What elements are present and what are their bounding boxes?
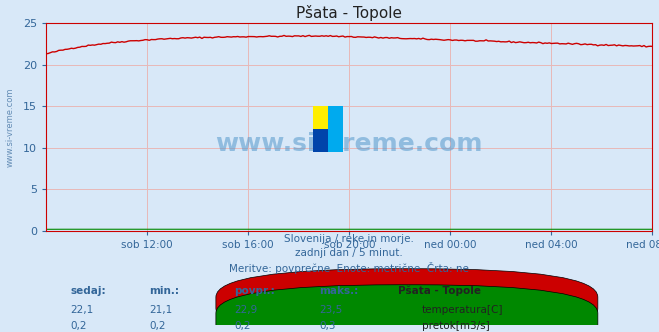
Text: min.:: min.: [149,286,179,296]
Text: 0,2: 0,2 [149,321,165,331]
Text: maks.:: maks.: [319,286,358,296]
Bar [328,106,343,152]
Bar [313,106,328,152]
Text: 0,3: 0,3 [319,321,335,331]
Text: 0,2: 0,2 [71,321,87,331]
Text: 22,9: 22,9 [234,304,257,315]
Text: www.si-vreme.com: www.si-vreme.com [215,132,483,156]
Text: 21,1: 21,1 [149,304,173,315]
Text: sedaj:: sedaj: [71,286,106,296]
Text: 22,1: 22,1 [71,304,94,315]
Text: Meritve: povprečne  Enote: metrične  Črta: ne: Meritve: povprečne Enote: metrične Črta:… [229,262,469,274]
Text: 23,5: 23,5 [319,304,342,315]
Text: zadnji dan / 5 minut.: zadnji dan / 5 minut. [295,248,403,258]
Bar [313,129,328,152]
Text: www.si-vreme.com: www.si-vreme.com [5,87,14,167]
Title: Pšata - Topole: Pšata - Topole [297,5,402,21]
Text: Slovenija / reke in morje.: Slovenija / reke in morje. [284,234,415,244]
Text: temperatura[C]: temperatura[C] [422,304,503,315]
Text: 0,2: 0,2 [234,321,250,331]
FancyBboxPatch shape [216,269,598,332]
Text: pretok[m3/s]: pretok[m3/s] [422,321,490,331]
Text: Pšata - Topole: Pšata - Topole [398,286,481,296]
Text: povpr.:: povpr.: [234,286,275,296]
FancyBboxPatch shape [216,285,598,332]
